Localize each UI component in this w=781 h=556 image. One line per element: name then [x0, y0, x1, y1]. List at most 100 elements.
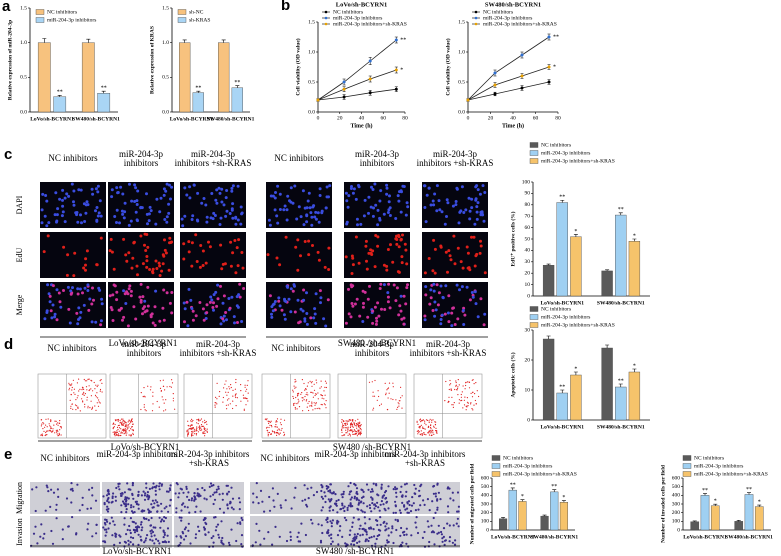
event: [99, 402, 101, 404]
event: [86, 396, 88, 398]
cell: [394, 488, 397, 491]
cell: [306, 199, 310, 203]
cell: [456, 517, 459, 520]
cell: [268, 495, 271, 499]
cell: [122, 237, 126, 241]
cell: [230, 208, 234, 212]
cell: [312, 316, 316, 320]
event: [348, 420, 350, 422]
cell: [149, 313, 153, 317]
cell: [116, 191, 120, 195]
cell: [207, 240, 210, 244]
event: [304, 389, 306, 391]
event: [42, 422, 44, 424]
cell: [182, 257, 186, 261]
cell: [462, 211, 466, 214]
cell: [194, 233, 198, 237]
cell: [205, 215, 209, 219]
cell: [113, 543, 116, 547]
cell: [45, 224, 49, 228]
event: [240, 390, 242, 392]
event: [341, 419, 343, 421]
event: [471, 379, 473, 381]
cell: [287, 297, 291, 301]
x-tick-label: SW480/sh-BCYRN1: [597, 300, 645, 306]
event: [372, 391, 374, 393]
event: [279, 432, 281, 434]
cell: [134, 210, 138, 214]
event: [119, 422, 121, 424]
cell: [387, 507, 390, 510]
cell: [58, 300, 62, 304]
event: [232, 407, 234, 410]
cell: [293, 184, 297, 188]
cell: [126, 324, 130, 328]
cell: [483, 271, 487, 275]
event: [206, 428, 208, 430]
bar: [556, 202, 568, 297]
cell: [363, 511, 366, 514]
event: [325, 386, 327, 389]
cell: [55, 508, 58, 511]
point: [493, 71, 497, 75]
cell: [423, 184, 427, 188]
cell: [360, 509, 363, 512]
event: [132, 432, 134, 434]
event: [71, 383, 73, 385]
event: [214, 406, 216, 408]
event: [358, 425, 360, 427]
event: [346, 432, 348, 434]
cell: [165, 182, 169, 186]
y-tick-label: 30: [525, 259, 531, 265]
cell: [230, 189, 234, 193]
cell: [336, 534, 340, 537]
event: [294, 406, 296, 409]
panel-letter: e: [4, 446, 13, 463]
cell: [160, 518, 164, 521]
cell: [457, 505, 460, 508]
cell: [72, 274, 76, 278]
event: [68, 389, 70, 391]
cell: [51, 303, 55, 307]
cell: [83, 220, 87, 223]
cell: [355, 498, 358, 501]
cell: [216, 297, 220, 301]
cell: [158, 274, 162, 277]
cell: [63, 220, 67, 224]
cell: [337, 543, 340, 546]
event: [457, 387, 459, 389]
event: [50, 420, 52, 423]
event: [125, 430, 127, 432]
column-header: miR-204-3p inhibitors +sh-KRAS: [174, 149, 252, 168]
bar: [81, 42, 95, 113]
event: [359, 432, 361, 434]
event: [280, 418, 282, 420]
event: [432, 432, 434, 434]
event: [278, 432, 280, 434]
cell: [113, 215, 117, 218]
cell: [367, 251, 371, 255]
cell: [46, 283, 50, 287]
event: [424, 428, 426, 430]
cell: [421, 536, 424, 540]
bar: [628, 241, 641, 297]
cell: [350, 543, 353, 546]
event: [360, 429, 362, 431]
cell: [419, 504, 422, 507]
cell: [338, 529, 341, 532]
cell: [453, 543, 457, 546]
event: [234, 395, 236, 397]
event: [349, 433, 351, 436]
cell: [400, 190, 403, 194]
legend-label: miR-204-3p inhibitors+sh-KRAS: [483, 21, 557, 27]
cell: [145, 259, 149, 263]
cell: [284, 300, 288, 303]
cell: [91, 494, 94, 497]
cell: [167, 490, 170, 493]
cell: [437, 524, 440, 527]
cell: [204, 317, 208, 320]
cell: [475, 252, 479, 256]
cell: [42, 537, 45, 540]
cell: [328, 506, 331, 509]
event: [422, 419, 424, 421]
